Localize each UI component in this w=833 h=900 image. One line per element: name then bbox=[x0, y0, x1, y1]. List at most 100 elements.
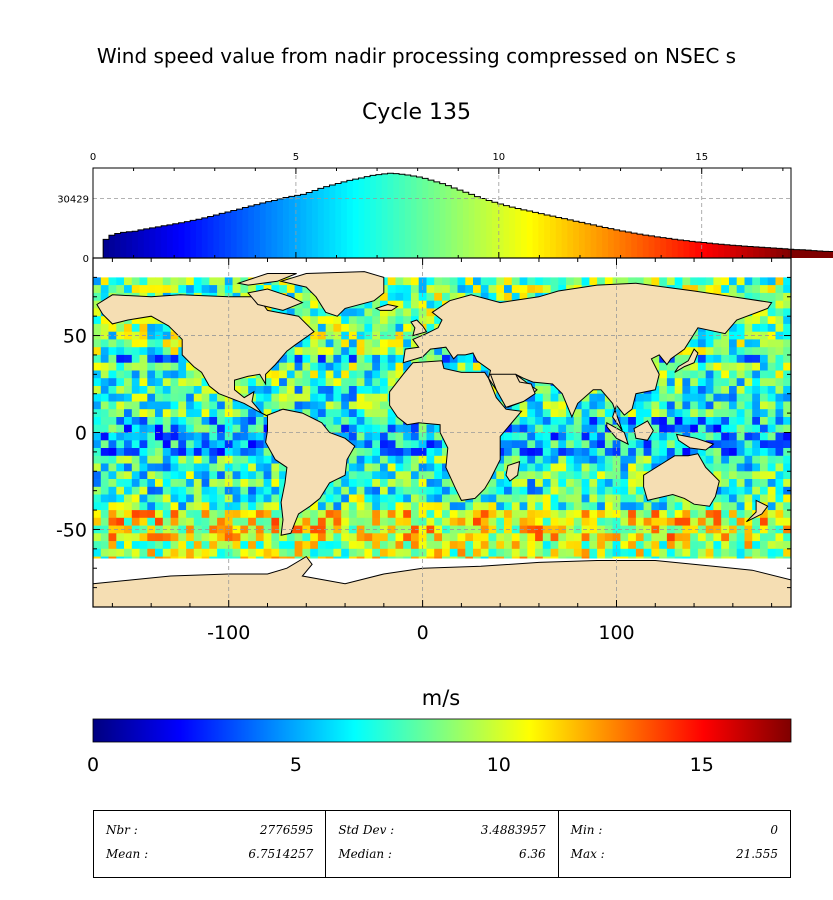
wind-speed-cell bbox=[597, 494, 606, 503]
wind-speed-cell bbox=[372, 409, 381, 418]
median-label: Median : bbox=[338, 847, 392, 861]
wind-speed-cell bbox=[155, 463, 164, 472]
wind-speed-cell bbox=[729, 401, 738, 410]
histogram-y-tick-label: 30429 bbox=[57, 194, 89, 205]
wind-speed-cell bbox=[542, 479, 551, 488]
wind-speed-cell bbox=[224, 463, 233, 472]
wind-speed-cell bbox=[612, 440, 621, 449]
wind-speed-cell bbox=[302, 517, 311, 526]
wind-speed-cell bbox=[302, 409, 311, 418]
wind-speed-cell bbox=[333, 417, 342, 426]
wind-speed-cell bbox=[635, 533, 644, 542]
wind-speed-cell bbox=[752, 533, 761, 542]
wind-speed-cell bbox=[131, 502, 140, 511]
wind-speed-cell bbox=[729, 533, 738, 542]
wind-speed-cell bbox=[783, 339, 792, 348]
wind-speed-cell bbox=[286, 401, 295, 410]
wind-speed-cell bbox=[566, 517, 575, 526]
wind-speed-cell bbox=[380, 541, 389, 550]
wind-speed-cell bbox=[581, 486, 590, 495]
wind-speed-cell bbox=[597, 424, 606, 433]
wind-speed-cell bbox=[550, 525, 559, 534]
wind-speed-cell bbox=[341, 548, 350, 557]
wind-speed-cell bbox=[775, 386, 784, 395]
wind-speed-cell bbox=[659, 541, 668, 550]
wind-speed-cell bbox=[193, 448, 202, 457]
wind-speed-cell bbox=[387, 533, 396, 542]
wind-speed-cell bbox=[729, 432, 738, 441]
wind-speed-cell bbox=[535, 455, 544, 464]
wind-speed-cell bbox=[752, 541, 761, 550]
wind-speed-cell bbox=[139, 548, 148, 557]
wind-speed-cell bbox=[511, 285, 520, 294]
wind-speed-cell bbox=[527, 277, 536, 286]
wind-speed-cell bbox=[775, 323, 784, 332]
wind-speed-cell bbox=[325, 517, 334, 526]
wind-speed-cell bbox=[465, 510, 474, 519]
wind-speed-cell bbox=[162, 455, 171, 464]
wind-speed-cell bbox=[705, 354, 714, 363]
wind-speed-cell bbox=[372, 455, 381, 464]
wind-speed-cell bbox=[620, 277, 629, 286]
wind-speed-cell bbox=[682, 386, 691, 395]
wind-speed-cell bbox=[760, 323, 769, 332]
wind-speed-cell bbox=[108, 502, 117, 511]
wind-speed-cell bbox=[224, 455, 233, 464]
wind-speed-cell bbox=[255, 378, 264, 387]
wind-speed-cell bbox=[659, 362, 668, 371]
wind-speed-cell bbox=[550, 486, 559, 495]
median-value: 6.36 bbox=[518, 847, 546, 861]
wind-speed-cell bbox=[395, 494, 404, 503]
wind-speed-cell bbox=[364, 308, 373, 317]
wind-speed-cell bbox=[511, 494, 520, 503]
wind-speed-cell bbox=[635, 471, 644, 480]
wind-speed-cell bbox=[162, 541, 171, 550]
mean-value: 6.7514257 bbox=[248, 847, 314, 861]
wind-speed-cell bbox=[263, 448, 272, 457]
wind-speed-cell bbox=[434, 502, 443, 511]
wind-speed-cell bbox=[186, 277, 195, 286]
wind-speed-cell bbox=[131, 386, 140, 395]
wind-speed-cell bbox=[155, 424, 164, 433]
wind-speed-cell bbox=[155, 409, 164, 418]
wind-speed-cell bbox=[760, 354, 769, 363]
wind-speed-cell bbox=[705, 386, 714, 395]
wind-speed-cell bbox=[348, 494, 357, 503]
wind-speed-cell bbox=[232, 417, 241, 426]
wind-speed-cell bbox=[209, 409, 218, 418]
wind-speed-cell bbox=[581, 517, 590, 526]
wind-speed-cell bbox=[403, 494, 412, 503]
wind-speed-cell bbox=[760, 386, 769, 395]
wind-speed-cell bbox=[240, 510, 249, 519]
histogram-bar bbox=[642, 235, 650, 258]
histogram-bar bbox=[265, 201, 272, 258]
wind-speed-cell bbox=[744, 541, 753, 550]
wind-speed-cell bbox=[713, 370, 722, 379]
wind-speed-cell bbox=[356, 494, 365, 503]
wind-speed-cell bbox=[527, 525, 536, 534]
wind-speed-cell bbox=[426, 300, 435, 309]
wind-speed-cell bbox=[480, 525, 489, 534]
wind-speed-cell bbox=[310, 378, 319, 387]
wind-speed-cell bbox=[573, 471, 582, 480]
wind-speed-cell bbox=[542, 285, 551, 294]
wind-speed-cell bbox=[643, 393, 652, 402]
wind-speed-cell bbox=[279, 548, 288, 557]
wind-speed-cell bbox=[504, 533, 513, 542]
wind-speed-cell bbox=[325, 541, 334, 550]
wind-speed-cell bbox=[294, 354, 303, 363]
wind-speed-cell bbox=[255, 440, 264, 449]
wind-speed-cell bbox=[767, 409, 776, 418]
wind-speed-cell bbox=[736, 533, 745, 542]
wind-speed-cell bbox=[348, 548, 357, 557]
wind-speed-cell bbox=[566, 486, 575, 495]
wind-speed-cell bbox=[403, 424, 412, 433]
wind-speed-cell bbox=[465, 277, 474, 286]
wind-speed-cell bbox=[713, 432, 722, 441]
wind-speed-cell bbox=[100, 347, 109, 356]
wind-speed-cell bbox=[372, 533, 381, 542]
wind-speed-cell bbox=[767, 424, 776, 433]
wind-speed-cell bbox=[186, 479, 195, 488]
wind-speed-cell bbox=[116, 339, 125, 348]
wind-speed-cell bbox=[767, 300, 776, 309]
